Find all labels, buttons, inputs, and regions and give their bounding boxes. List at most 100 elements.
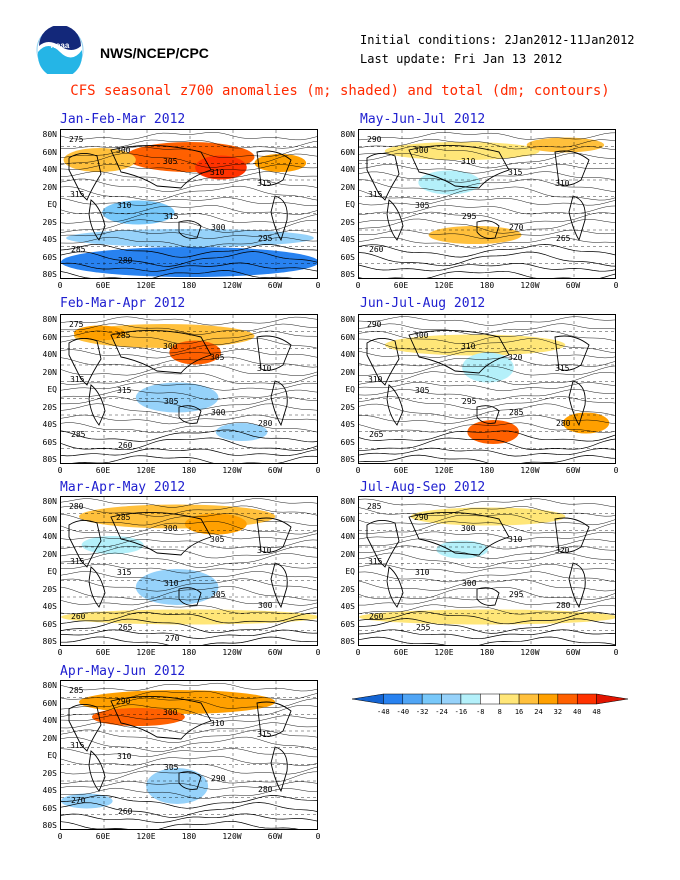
lat-label: EQ <box>47 385 57 394</box>
lat-label: 20N <box>42 182 57 192</box>
contour-label: 290 <box>211 774 226 783</box>
lat-label: EQ <box>47 751 57 760</box>
contour-label: 285 <box>71 430 86 439</box>
lat-label: 60N <box>340 332 355 342</box>
contour-line <box>359 364 615 376</box>
lat-label: 80S <box>42 821 57 830</box>
contour-line <box>359 270 615 278</box>
contour-label: 310 <box>164 579 179 588</box>
contour-label: 295 <box>462 212 477 221</box>
lon-label: 60W <box>565 466 581 475</box>
anomaly-map: 290 300 310 315 310 315 305 295 270 265 260 <box>358 129 616 279</box>
lat-label: 60N <box>42 147 57 157</box>
contour-line <box>359 205 615 215</box>
contour-line <box>61 820 299 829</box>
lat-label: 80N <box>340 130 355 139</box>
contour-label: 270 <box>71 796 86 805</box>
lon-label: 60W <box>267 281 283 290</box>
coastline <box>408 330 510 374</box>
lon-label: 0 <box>57 281 63 290</box>
lat-label: 60N <box>340 147 355 157</box>
contour-label: 280 <box>258 785 273 794</box>
panel-label: Jun-Jul-Aug 2012 <box>360 296 486 311</box>
contour-line <box>359 197 615 206</box>
anomaly-shading <box>526 137 605 153</box>
anomaly-shading <box>61 247 317 277</box>
colorbar-swatch <box>499 693 520 705</box>
contour-line <box>61 729 317 743</box>
lat-label: 20S <box>42 402 57 412</box>
contour-label: 300 <box>211 408 226 417</box>
contour-line <box>61 205 317 215</box>
contour-label: 300 <box>258 601 273 610</box>
contour-line <box>359 597 615 606</box>
contour-label: 305 <box>415 201 430 210</box>
lat-label: EQ <box>47 567 57 576</box>
contour-line <box>61 316 317 326</box>
lat-label: 40N <box>340 165 355 174</box>
colorbar-tick-label: -16 <box>455 708 468 716</box>
coastline <box>178 220 202 239</box>
anomaly-shading <box>91 708 185 726</box>
initial-conditions: Initial conditions: 2Jan2012-11Jan2012 <box>360 33 635 47</box>
coastline <box>88 199 106 241</box>
lat-label: 20N <box>42 367 57 377</box>
lat-label: 60N <box>42 332 57 342</box>
anomaly-shading <box>195 155 247 180</box>
lon-label: 180 <box>479 466 495 475</box>
colorbar-tick-label: 24 <box>534 708 542 716</box>
lon-label: 0 <box>355 648 361 657</box>
colorbar: -48 -40 -32 -24 -16 -8 8 16 24 32 40 48 <box>351 692 629 718</box>
noaa-logo: noaa <box>36 25 84 78</box>
anomaly-map: 275 285 300 305 310 315 315 305 300 280 285 260 <box>60 314 318 464</box>
colorbar-swatch <box>441 693 462 705</box>
anomaly-shading <box>254 154 307 172</box>
contour-label: 260 <box>369 245 384 254</box>
contour-label: 305 <box>211 590 226 599</box>
contour-line <box>61 682 317 692</box>
lon-label: 60W <box>267 832 283 841</box>
coastline <box>476 587 500 606</box>
contour-line <box>359 552 615 569</box>
lon-label: 0 <box>315 281 321 290</box>
colorbar-swatch <box>557 693 578 705</box>
anomaly-map: 285 290 300 310 315 315 310 305 290 280 270 260 <box>60 680 318 830</box>
lon-label: 0 <box>355 281 361 290</box>
lon-label: 60W <box>267 466 283 475</box>
colorbar-swatch <box>460 693 481 705</box>
lon-label: 0 <box>315 832 321 841</box>
lat-label: 40S <box>42 786 57 795</box>
contour-line <box>61 364 317 376</box>
lat-label: 40N <box>340 350 355 359</box>
lon-label: 120W <box>520 281 540 290</box>
lon-label: 120W <box>222 832 242 841</box>
lat-label: 40S <box>340 235 355 244</box>
lon-label: 0 <box>315 648 321 657</box>
contour-line <box>359 587 615 600</box>
contour-label: 260 <box>71 612 86 621</box>
contour-label: 285 <box>69 686 84 695</box>
panel-label: May-Jun-Jul 2012 <box>360 112 486 127</box>
org-name: NWS/NCEP/CPC <box>100 45 209 61</box>
contour-label: 295 <box>462 397 477 406</box>
colorbar-swatch <box>402 693 423 705</box>
contour-line <box>61 448 317 457</box>
lat-label: 40S <box>42 602 57 611</box>
contour-label: 280 <box>556 601 571 610</box>
contour-line <box>359 178 615 192</box>
contour-line <box>61 736 317 752</box>
lon-label: 0 <box>355 466 361 475</box>
svg-text:noaa: noaa <box>51 41 70 50</box>
lat-label: 20N <box>340 182 355 192</box>
lon-label: 60E <box>95 648 111 657</box>
contour-line <box>71 455 317 463</box>
contour-label: 315 <box>117 568 132 577</box>
colorbar-tick-label: 48 <box>592 708 600 716</box>
lon-label: 120W <box>222 466 242 475</box>
contour-line <box>359 454 615 463</box>
contour-label: 315 <box>117 386 132 395</box>
contour-label: 310 <box>508 535 523 544</box>
contour-line <box>359 171 615 183</box>
contour-label: 310 <box>257 364 272 373</box>
contour-line <box>61 690 317 700</box>
